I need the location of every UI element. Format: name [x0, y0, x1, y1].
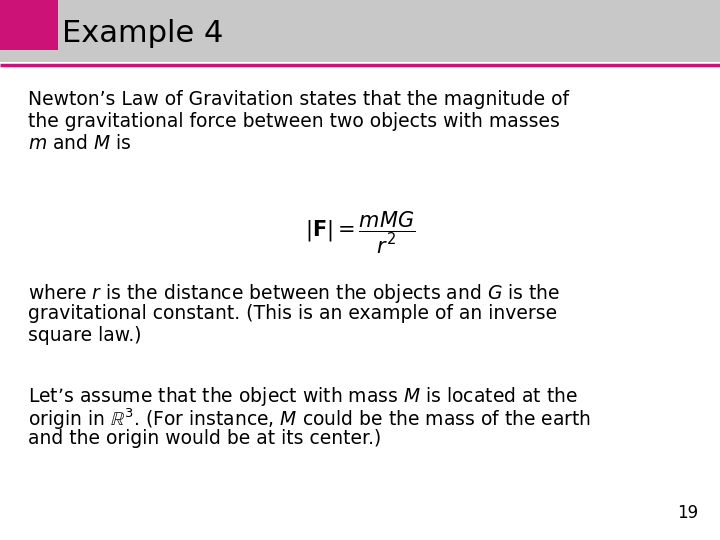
Bar: [0, 0, 58, 50]
Text: Newton’s Law of Gravitation states that the magnitude of: Newton’s Law of Gravitation states that …: [28, 90, 569, 109]
Text: square law.): square law.): [28, 326, 142, 345]
Text: origin in $\mathbb{R}^3$. (For instance, $M$ could be the mass of the earth: origin in $\mathbb{R}^3$. (For instance,…: [28, 407, 591, 433]
Text: $m$ and $M$ is: $m$ and $M$ is: [28, 134, 132, 153]
Text: and the origin would be at its center.): and the origin would be at its center.): [28, 429, 382, 448]
Bar: [0, 0, 720, 62]
Text: gravitational constant. (This is an example of an inverse: gravitational constant. (This is an exam…: [28, 304, 557, 323]
Text: 19: 19: [677, 504, 698, 522]
Text: where $r$ is the distance between the objects and $G$ is the: where $r$ is the distance between the ob…: [28, 282, 560, 305]
Text: the gravitational force between two objects with masses: the gravitational force between two obje…: [28, 112, 560, 131]
Text: $|\mathbf{F}|= \dfrac{mMG}{r^2}$: $|\mathbf{F}|= \dfrac{mMG}{r^2}$: [305, 210, 415, 256]
Text: Let’s assume that the object with mass $M$ is located at the: Let’s assume that the object with mass $…: [28, 385, 578, 408]
Text: Example 4: Example 4: [62, 19, 223, 49]
